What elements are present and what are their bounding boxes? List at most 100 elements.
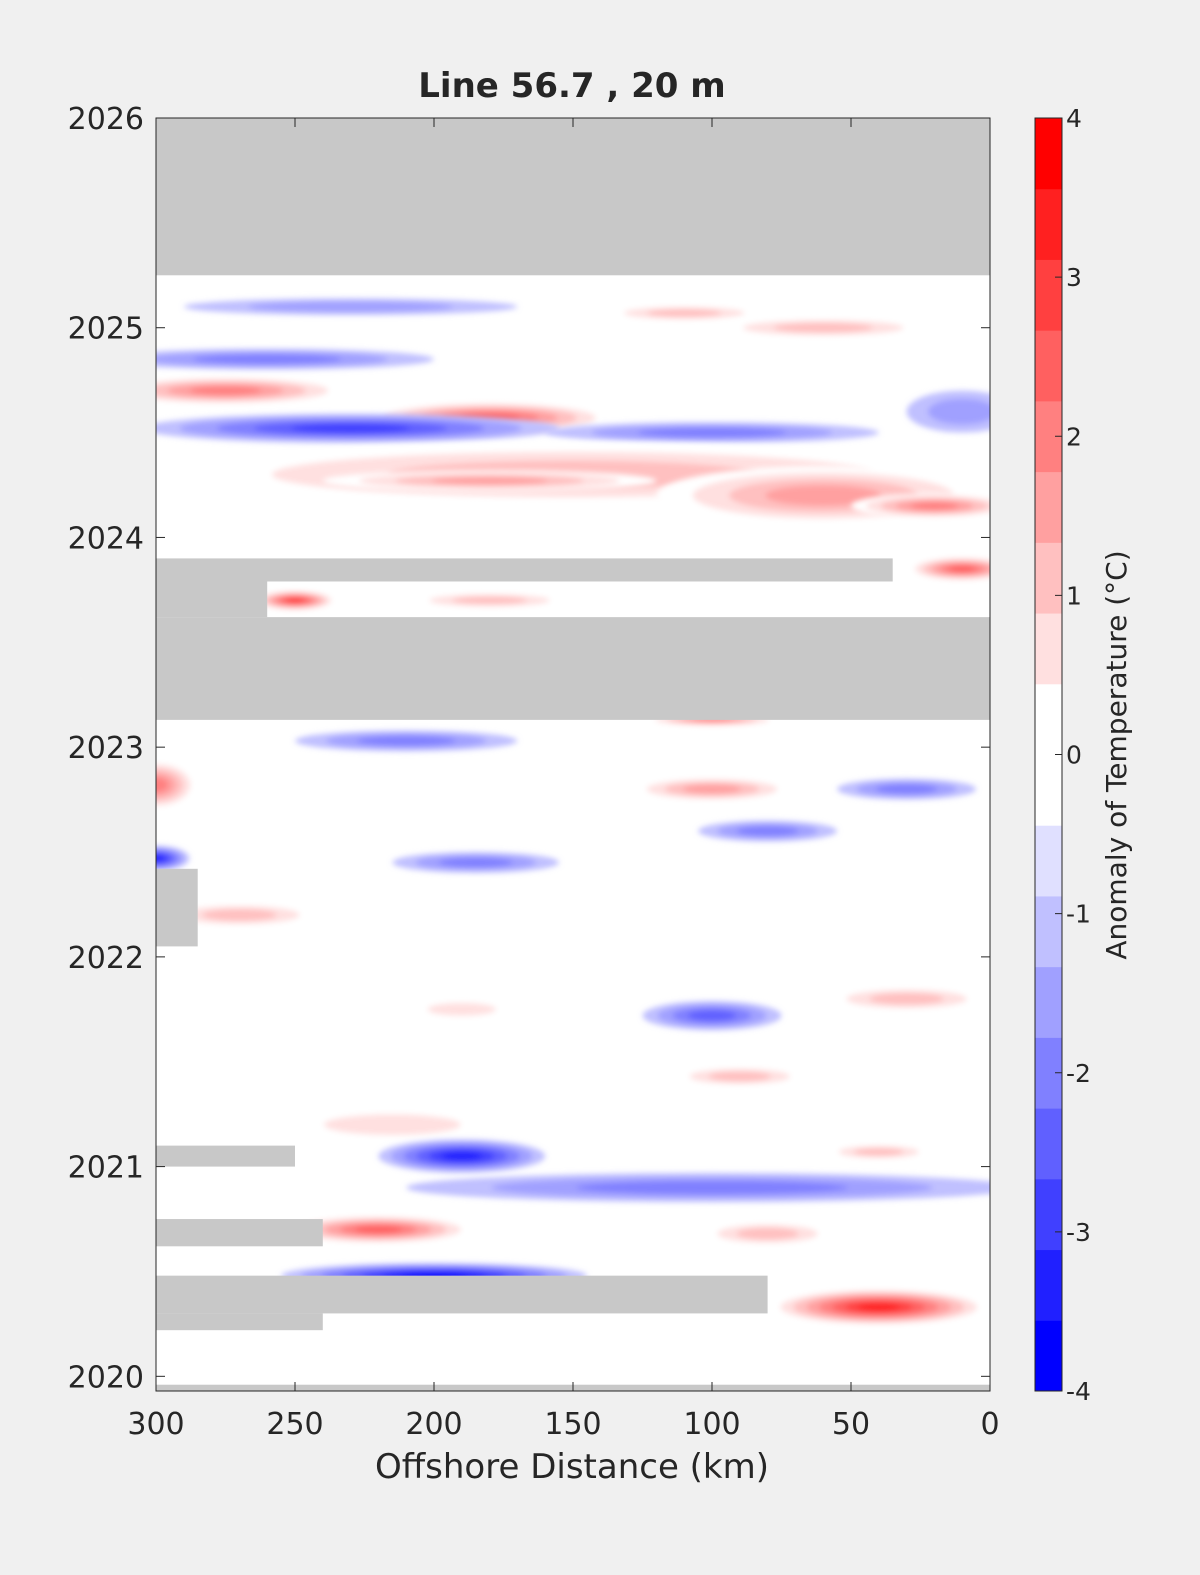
colorbar-segment: [1035, 825, 1062, 897]
warm-anomaly: [698, 1221, 838, 1247]
x-tick-label: 200: [405, 1407, 462, 1442]
cool-anomaly: [392, 852, 560, 873]
y-tick-label: 2024: [68, 521, 144, 556]
colorbar-segment: [1035, 613, 1062, 685]
no-data-region: [156, 558, 893, 582]
contour-level: [452, 596, 527, 605]
y-tick-label: 2026: [68, 102, 144, 137]
colorbar-tick-label: 2: [1066, 422, 1082, 451]
chart-title: Line 56.7 , 20 m: [418, 66, 725, 106]
colorbar-segment: [1035, 471, 1062, 543]
x-axis-label: Offshore Distance (km): [375, 1447, 769, 1487]
no-data-region: [156, 118, 990, 276]
contour-level: [948, 565, 976, 572]
colorbar: 4 3 2 1 0 -1 -2 -3 -4: [1034, 104, 1091, 1406]
colorbar-tick-label: -4: [1066, 1377, 1091, 1406]
contour-level: [765, 485, 882, 506]
contour-level: [356, 736, 456, 746]
contour-level: [438, 857, 513, 868]
contour-level: [875, 784, 938, 794]
contour-level: [291, 424, 411, 433]
colorbar-segment: [1035, 1320, 1062, 1392]
contour-level: [156, 777, 168, 793]
colorbar-segment: [1035, 330, 1062, 402]
warm-anomaly: [906, 556, 990, 582]
contour-level: [927, 398, 990, 425]
contour-level: [247, 301, 454, 312]
plot-area: [156, 118, 990, 1391]
x-tick-label: 50: [832, 1407, 870, 1442]
contour-level: [156, 855, 165, 862]
contour-level: [441, 1152, 483, 1161]
colorbar-tick-label: 1: [1066, 581, 1082, 610]
y-tick-label: 2025: [68, 312, 144, 347]
cool-anomaly: [906, 390, 990, 433]
contour-level: [189, 386, 262, 395]
cool-anomaly: [378, 1139, 546, 1173]
colorbar-segment: [1035, 966, 1062, 1038]
colorbar-segment: [1035, 1178, 1062, 1251]
colorbar-segment: [1035, 1249, 1062, 1321]
contour-level: [647, 309, 722, 317]
warm-anomaly: [253, 589, 337, 611]
warm-anomaly: [823, 986, 990, 1012]
y-tick-label: 2020: [68, 1360, 144, 1395]
cool-anomaly: [183, 298, 518, 316]
contour-level: [869, 993, 944, 1005]
no-data-layer: [156, 118, 990, 1391]
colorbar-segment: [1035, 754, 1062, 826]
contour-level: [687, 1010, 737, 1021]
contour-level: [637, 427, 787, 438]
warm-anomaly: [823, 1143, 935, 1161]
y-tick-label: 2021: [68, 1151, 144, 1186]
colorbar-segment: [1035, 542, 1062, 614]
y-tick-label: 2022: [68, 941, 144, 976]
warm-anomaly: [406, 998, 518, 1020]
warm-anomaly: [406, 591, 573, 609]
warm-anomaly: [851, 493, 990, 519]
x-tick-label: 250: [266, 1407, 323, 1442]
no-data-region: [156, 1145, 295, 1167]
contour-level: [773, 323, 873, 333]
no-data-region: [156, 1313, 323, 1331]
colorbar-tick-label: 3: [1066, 263, 1082, 292]
cool-anomaly: [642, 1000, 782, 1031]
warm-anomaly: [281, 1107, 504, 1142]
cool-anomaly: [156, 413, 560, 444]
no-data-region: [156, 1219, 323, 1247]
axis-ticks: 300 250 200 150 100 50 0 2020 2021 2022 2023 2024 20…: [68, 102, 1000, 1442]
warm-anomaly: [156, 759, 198, 811]
contour-level: [910, 502, 959, 510]
warm-anomaly: [628, 776, 796, 802]
y-tick-label: 2023: [68, 731, 144, 766]
no-data-region: [156, 1275, 768, 1314]
colorbar-segment: [1035, 188, 1062, 260]
cool-anomaly: [156, 348, 434, 370]
x-tick-label: 0: [980, 1407, 999, 1442]
colorbar-segment: [1035, 895, 1062, 968]
contour-level: [854, 1148, 904, 1156]
colorbar-tick-label: -3: [1066, 1218, 1091, 1247]
warm-anomaly: [767, 1288, 990, 1326]
cool-anomaly: [698, 820, 838, 842]
warm-anomaly: [281, 1214, 476, 1245]
cool-anomaly: [837, 778, 977, 800]
contour-level: [736, 1228, 799, 1240]
contour-level: [682, 784, 742, 794]
warm-anomaly: [156, 375, 351, 406]
x-tick-label: 150: [544, 1407, 601, 1442]
cool-anomaly: [545, 422, 879, 444]
cool-anomaly: [295, 730, 518, 752]
no-data-region: [156, 581, 268, 618]
contour-level: [427, 1002, 497, 1016]
no-data-region: [156, 868, 198, 947]
colorbar-tick-label: -1: [1066, 900, 1091, 929]
contour-level: [202, 909, 277, 921]
contour-level: [576, 1181, 848, 1195]
contour-level: [354, 1225, 402, 1234]
warm-anomaly: [322, 470, 657, 492]
contour-level: [708, 1071, 771, 1082]
cool-anomaly: [406, 1172, 990, 1203]
colorbar-segment: [1035, 683, 1062, 755]
